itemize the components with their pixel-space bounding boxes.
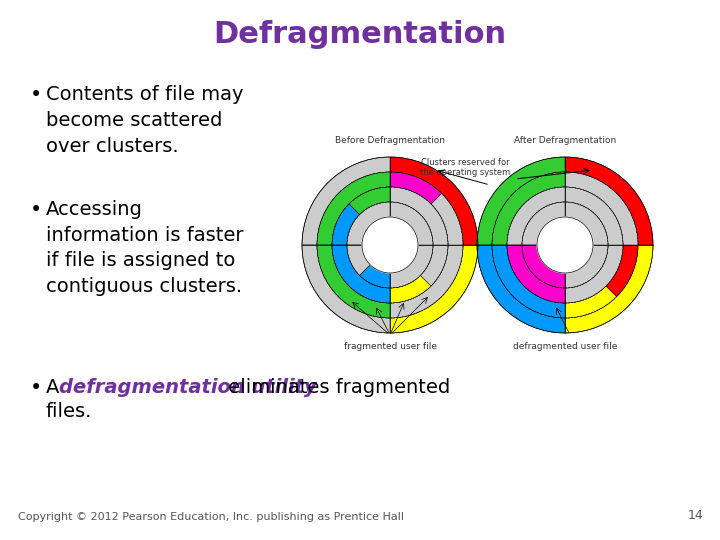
Text: Clusters reserved for
the operating system: Clusters reserved for the operating syst… (420, 158, 510, 177)
Wedge shape (522, 202, 565, 245)
Wedge shape (606, 245, 638, 296)
Wedge shape (507, 187, 565, 245)
Wedge shape (565, 157, 653, 245)
Wedge shape (332, 245, 390, 303)
Wedge shape (565, 286, 616, 318)
Text: Contents of file may
become scattered
over clusters.: Contents of file may become scattered ov… (46, 85, 243, 156)
Wedge shape (332, 204, 359, 245)
Text: Before Defragmentation: Before Defragmentation (335, 136, 445, 145)
Wedge shape (317, 245, 390, 318)
Text: •: • (30, 200, 42, 220)
Text: eliminates fragmented: eliminates fragmented (222, 378, 450, 397)
Wedge shape (522, 245, 565, 288)
Text: fragmented user file: fragmented user file (343, 342, 436, 351)
Text: Accessing
information is faster
if file is assigned to
contiguous clusters.: Accessing information is faster if file … (46, 200, 243, 296)
Wedge shape (492, 172, 565, 245)
Wedge shape (317, 172, 390, 245)
Wedge shape (492, 245, 565, 318)
Text: Copyright © 2012 Pearson Education, Inc. publishing as Prentice Hall: Copyright © 2012 Pearson Education, Inc.… (18, 512, 404, 522)
Circle shape (362, 217, 418, 273)
Wedge shape (390, 275, 431, 303)
Wedge shape (390, 187, 448, 245)
Text: •: • (30, 378, 42, 398)
Wedge shape (390, 202, 433, 245)
Wedge shape (390, 245, 463, 318)
Wedge shape (565, 245, 608, 288)
Text: defragmentation utility: defragmentation utility (59, 378, 317, 397)
Wedge shape (565, 245, 623, 303)
Wedge shape (565, 187, 623, 245)
Text: After Defragmentation: After Defragmentation (514, 136, 616, 145)
Wedge shape (477, 157, 565, 245)
Wedge shape (359, 265, 390, 288)
Wedge shape (431, 193, 463, 245)
Text: files.: files. (46, 402, 92, 421)
Wedge shape (349, 187, 390, 214)
Wedge shape (302, 245, 390, 333)
Wedge shape (390, 245, 433, 288)
Text: Defragmentation: Defragmentation (213, 20, 507, 49)
Wedge shape (565, 245, 653, 333)
Text: 14: 14 (688, 509, 703, 522)
Wedge shape (347, 245, 370, 275)
Text: •: • (30, 85, 42, 105)
Wedge shape (302, 157, 390, 245)
Circle shape (537, 217, 593, 273)
Wedge shape (507, 245, 565, 303)
Wedge shape (390, 172, 441, 204)
Wedge shape (420, 245, 448, 286)
Wedge shape (565, 172, 638, 245)
Text: defragmented user file: defragmented user file (513, 342, 617, 351)
Wedge shape (477, 245, 565, 333)
Wedge shape (565, 202, 608, 245)
Wedge shape (347, 202, 390, 245)
Wedge shape (390, 245, 478, 333)
Text: A: A (46, 378, 66, 397)
Wedge shape (390, 157, 478, 245)
